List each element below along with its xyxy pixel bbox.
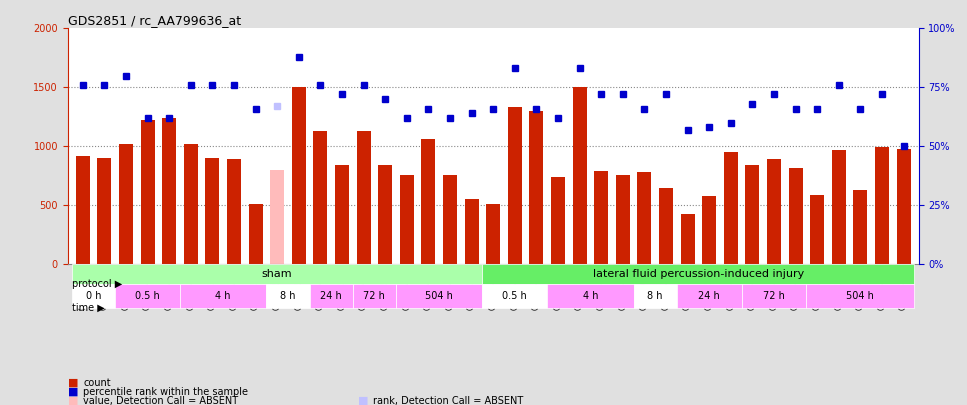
Text: ■: ■ — [68, 378, 78, 388]
Bar — [162, 118, 176, 264]
Text: 4 h: 4 h — [582, 291, 599, 301]
Bar — [853, 190, 867, 264]
Text: ■: ■ — [68, 396, 78, 405]
Bar — [767, 159, 781, 264]
Bar — [810, 195, 824, 264]
Bar — [529, 111, 543, 264]
Text: 8 h: 8 h — [280, 291, 296, 301]
Bar — [875, 147, 889, 264]
Text: 0 h: 0 h — [86, 291, 102, 301]
Bar — [572, 87, 587, 264]
Bar — [72, 284, 115, 308]
Bar — [832, 150, 846, 264]
Bar — [508, 107, 522, 264]
Bar — [140, 120, 155, 264]
Bar — [98, 158, 111, 264]
Bar — [399, 175, 414, 264]
Bar — [292, 87, 306, 264]
Bar — [742, 284, 806, 308]
Bar — [75, 156, 90, 264]
Bar — [616, 175, 630, 264]
Bar — [637, 172, 652, 264]
Bar — [357, 131, 370, 264]
Text: protocol ▶: protocol ▶ — [72, 279, 122, 289]
Bar — [486, 204, 500, 264]
Text: 72 h: 72 h — [364, 291, 385, 301]
Text: ■: ■ — [358, 396, 368, 405]
Text: ■: ■ — [68, 387, 78, 396]
Bar — [266, 284, 309, 308]
Text: value, Detection Call = ABSENT: value, Detection Call = ABSENT — [83, 396, 238, 405]
Text: lateral fluid percussion-induced injury: lateral fluid percussion-induced injury — [593, 269, 804, 279]
Text: rank, Detection Call = ABSENT: rank, Detection Call = ABSENT — [373, 396, 523, 405]
Bar — [551, 177, 565, 264]
Bar — [594, 171, 608, 264]
Bar — [464, 199, 479, 264]
Text: 72 h: 72 h — [763, 291, 785, 301]
Bar — [547, 284, 633, 308]
Bar — [396, 284, 483, 308]
Text: sham: sham — [262, 269, 292, 279]
Bar — [677, 284, 742, 308]
Text: 24 h: 24 h — [698, 291, 720, 301]
Bar — [806, 284, 915, 308]
Text: GDS2851 / rc_AA799636_at: GDS2851 / rc_AA799636_at — [68, 14, 241, 27]
Bar — [702, 196, 717, 264]
Bar — [119, 144, 133, 264]
Text: 0.5 h: 0.5 h — [503, 291, 527, 301]
Bar — [483, 264, 915, 284]
Bar — [896, 149, 911, 264]
Text: time ▶: time ▶ — [72, 303, 104, 313]
Bar — [313, 131, 328, 264]
Bar — [723, 152, 738, 264]
Bar — [633, 284, 677, 308]
Bar — [309, 284, 353, 308]
Bar — [746, 165, 759, 264]
Text: 8 h: 8 h — [647, 291, 663, 301]
Bar — [205, 158, 220, 264]
Bar — [681, 213, 694, 264]
Bar — [483, 284, 547, 308]
Bar — [227, 159, 241, 264]
Text: percentile rank within the sample: percentile rank within the sample — [83, 387, 249, 396]
Bar — [659, 188, 673, 264]
Bar — [378, 165, 393, 264]
Text: 0.5 h: 0.5 h — [135, 291, 160, 301]
Bar — [443, 175, 457, 264]
Bar — [184, 144, 198, 264]
Bar — [115, 284, 180, 308]
Bar — [788, 168, 803, 264]
Text: 4 h: 4 h — [216, 291, 231, 301]
Text: 504 h: 504 h — [846, 291, 874, 301]
Text: 24 h: 24 h — [320, 291, 342, 301]
Bar — [335, 165, 349, 264]
Bar — [249, 204, 263, 264]
Bar — [422, 139, 435, 264]
Bar — [270, 170, 284, 264]
Bar — [180, 284, 266, 308]
Text: 504 h: 504 h — [425, 291, 454, 301]
Text: count: count — [83, 378, 111, 388]
Bar — [72, 264, 483, 284]
Bar — [353, 284, 396, 308]
